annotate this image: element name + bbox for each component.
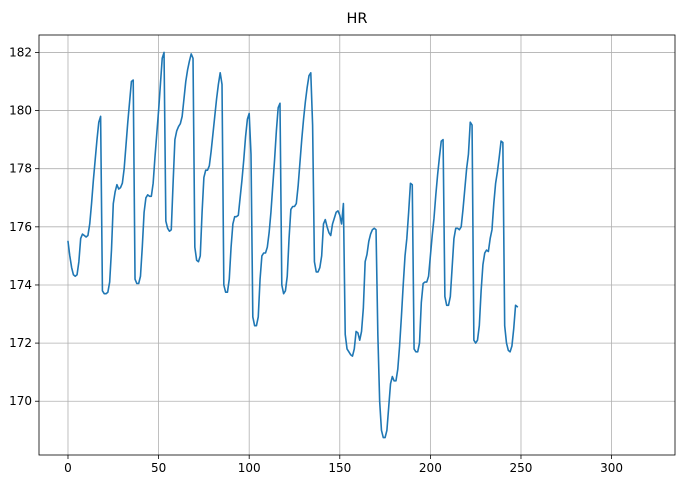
x-axis: 0 50 100 150 200 250 300 [64, 455, 623, 475]
hr-series-line [67, 51, 519, 439]
chart-title: HR [347, 11, 368, 27]
y-tick-label: 176 [9, 220, 32, 234]
y-tick-label: 172 [9, 336, 32, 350]
x-tick-label: 300 [600, 461, 623, 475]
y-tick-label: 180 [9, 104, 32, 118]
x-tick-label: 50 [151, 461, 166, 475]
y-tick-label: 174 [9, 278, 32, 292]
y-axis: 170 172 174 176 178 180 182 [9, 45, 39, 408]
x-tick-label: 250 [510, 461, 533, 475]
plot-frame [38, 34, 676, 456]
x-tick-label: 200 [419, 461, 442, 475]
x-tick-label: 0 [64, 461, 72, 475]
grid [39, 35, 675, 455]
series-layer [67, 51, 519, 439]
x-tick-label: 100 [238, 461, 261, 475]
y-tick-label: 182 [9, 45, 32, 59]
x-tick-label: 150 [328, 461, 351, 475]
y-tick-label: 170 [9, 394, 32, 408]
y-tick-label: 178 [9, 162, 32, 176]
